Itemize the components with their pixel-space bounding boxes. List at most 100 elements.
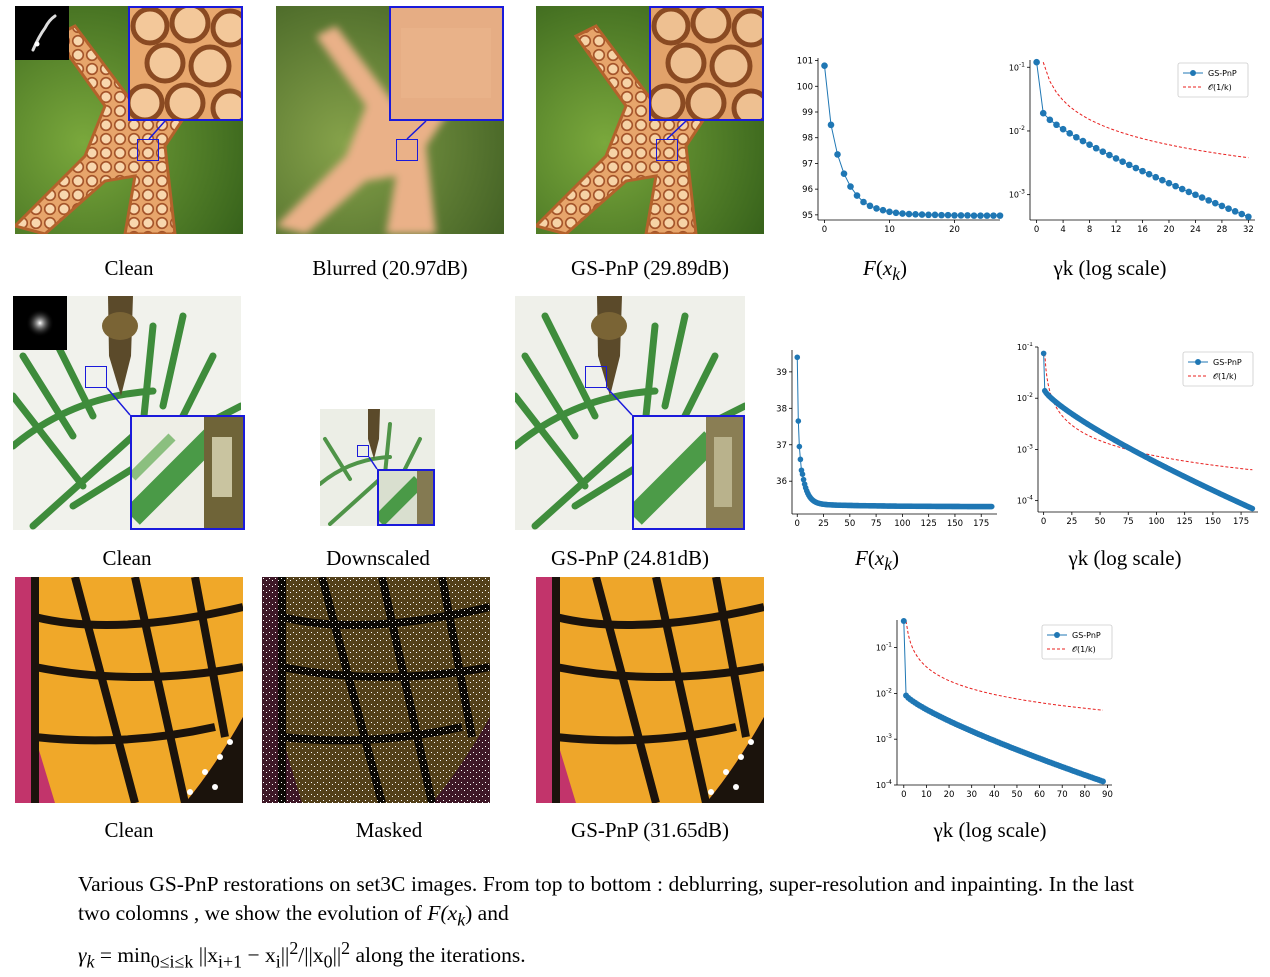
zoom-inset xyxy=(128,6,243,121)
x-tick-label: 12 xyxy=(1111,225,1122,235)
caption-norm-2-sub: i xyxy=(275,951,281,972)
caption-norm-1: ||x xyxy=(193,943,219,968)
legend-series-marker xyxy=(1190,70,1196,76)
k-sub: k xyxy=(892,264,900,285)
data-point xyxy=(1106,151,1113,159)
y-tick-label: 10-3 xyxy=(1017,443,1033,454)
x-tick-label: 70 xyxy=(1057,790,1068,800)
butterfly-clean-image xyxy=(15,577,243,803)
data-point xyxy=(1059,125,1067,133)
x-tick-label: 25 xyxy=(818,519,829,529)
caption-math-1: F(x xyxy=(427,901,458,925)
zoom-connector-line xyxy=(666,120,687,140)
y-tick-label: 98 xyxy=(802,134,813,144)
data-point xyxy=(794,354,801,361)
row3-caption-gamma: γk (log scale) xyxy=(933,818,1047,842)
zoom-connector-line xyxy=(606,387,633,416)
row1-clean-panel xyxy=(15,6,243,234)
row1-caption-restored: GS-PnP (29.89dB) xyxy=(571,256,729,280)
row1-caption-clean: Clean xyxy=(104,256,154,280)
zoom-region-marker xyxy=(137,139,159,161)
legend-series-marker xyxy=(1195,359,1201,365)
data-point xyxy=(1139,167,1146,175)
y-tick-label: 36 xyxy=(776,477,787,487)
y-tick-label: 10-1 xyxy=(1009,61,1025,72)
caption-norm-3-sup: 2 xyxy=(289,938,299,959)
zoom-inset xyxy=(632,415,745,530)
y-tick-label: 38 xyxy=(776,404,787,414)
data-point xyxy=(1053,121,1060,129)
zoom-region-marker xyxy=(85,366,107,388)
bound-line xyxy=(1042,62,1249,159)
x-tick-label: 8 xyxy=(1087,225,1092,235)
y-tick-label: 10-1 xyxy=(1017,342,1033,352)
zoom-inset xyxy=(389,6,504,121)
data-point xyxy=(1225,205,1232,212)
data-point xyxy=(1119,158,1126,165)
fx-label: F xyxy=(863,256,876,280)
data-point xyxy=(996,212,1004,219)
xk-label: x xyxy=(874,546,885,570)
data-point xyxy=(1046,116,1054,124)
data-point xyxy=(912,211,919,218)
series-line xyxy=(824,65,1000,217)
data-point xyxy=(800,476,807,483)
data-point xyxy=(1238,210,1246,218)
x-tick-label: 10 xyxy=(884,225,895,235)
row2-caption-downscaled: Downscaled xyxy=(326,546,430,570)
x-tick-label: 50 xyxy=(1012,790,1023,800)
x-tick-label: 150 xyxy=(947,519,963,529)
y-tick-label: 10-3 xyxy=(876,733,892,744)
data-point xyxy=(879,206,887,214)
row2-downscaled-panel xyxy=(320,409,435,526)
x-tick-label: 40 xyxy=(989,790,1000,800)
row3-caption-clean: Clean xyxy=(104,818,154,842)
x-tick-label: 50 xyxy=(844,519,855,529)
bound-line xyxy=(1044,353,1253,471)
row2-restored-panel xyxy=(515,296,745,530)
row3-caption-restored: GS-PnP (31.65dB) xyxy=(571,818,729,842)
x-tick-label: 90 xyxy=(1102,790,1113,800)
x-tick-label: 100 xyxy=(894,519,910,529)
y-tick-label: 97 xyxy=(802,159,813,169)
bound-line xyxy=(905,620,1103,711)
zoom-inset xyxy=(130,415,245,530)
x-tick-label: 0 xyxy=(822,225,827,235)
legend-bound-label: 𝒪(1/k) xyxy=(1213,372,1237,381)
data-point xyxy=(1132,164,1140,172)
data-point xyxy=(1192,191,1199,199)
data-point xyxy=(1039,109,1047,117)
y-tick-label: 10-2 xyxy=(876,687,892,698)
zoom-connector-line xyxy=(368,456,378,470)
caption-norm-5-sup: 2 xyxy=(341,938,351,959)
data-point xyxy=(900,618,907,625)
data-point xyxy=(1033,58,1040,66)
zoom-region-marker xyxy=(585,366,607,388)
data-point xyxy=(853,192,861,199)
data-point xyxy=(918,211,926,218)
data-point xyxy=(873,205,880,212)
row3-restored-panel xyxy=(536,577,764,803)
x-tick-label: 25 xyxy=(1066,517,1077,527)
data-point xyxy=(1211,199,1219,207)
data-point xyxy=(1159,176,1166,184)
x-tick-label: 60 xyxy=(1034,790,1045,800)
x-tick-label: 0 xyxy=(1041,517,1046,527)
zoom-region-marker xyxy=(396,139,418,161)
legend-series-label: GS-PnP xyxy=(1213,358,1242,367)
data-point xyxy=(860,198,867,206)
caption-norm-5: || xyxy=(332,943,342,968)
data-point xyxy=(827,121,835,129)
legend-bound-label: 𝒪(1/k) xyxy=(1208,83,1232,92)
y-tick-label: 95 xyxy=(802,211,813,221)
caption-math-1-sub: k xyxy=(457,909,466,930)
x-tick-label: 24 xyxy=(1190,225,1201,235)
caption-norm-2: − x xyxy=(242,943,276,968)
x-tick-label: 0 xyxy=(901,790,906,800)
blur-kernel-icon xyxy=(15,6,69,60)
row2-objective-plot: 0 25 50 75 100 125 150 175 36 37 38 39 xyxy=(776,350,997,529)
row3-clean-panel xyxy=(15,577,243,803)
row2-caption-restored: GS-PnP (24.81dB) xyxy=(551,546,709,570)
legend-bound-label: 𝒪(1/k) xyxy=(1072,645,1096,654)
y-tick-label: 100 xyxy=(797,82,813,92)
